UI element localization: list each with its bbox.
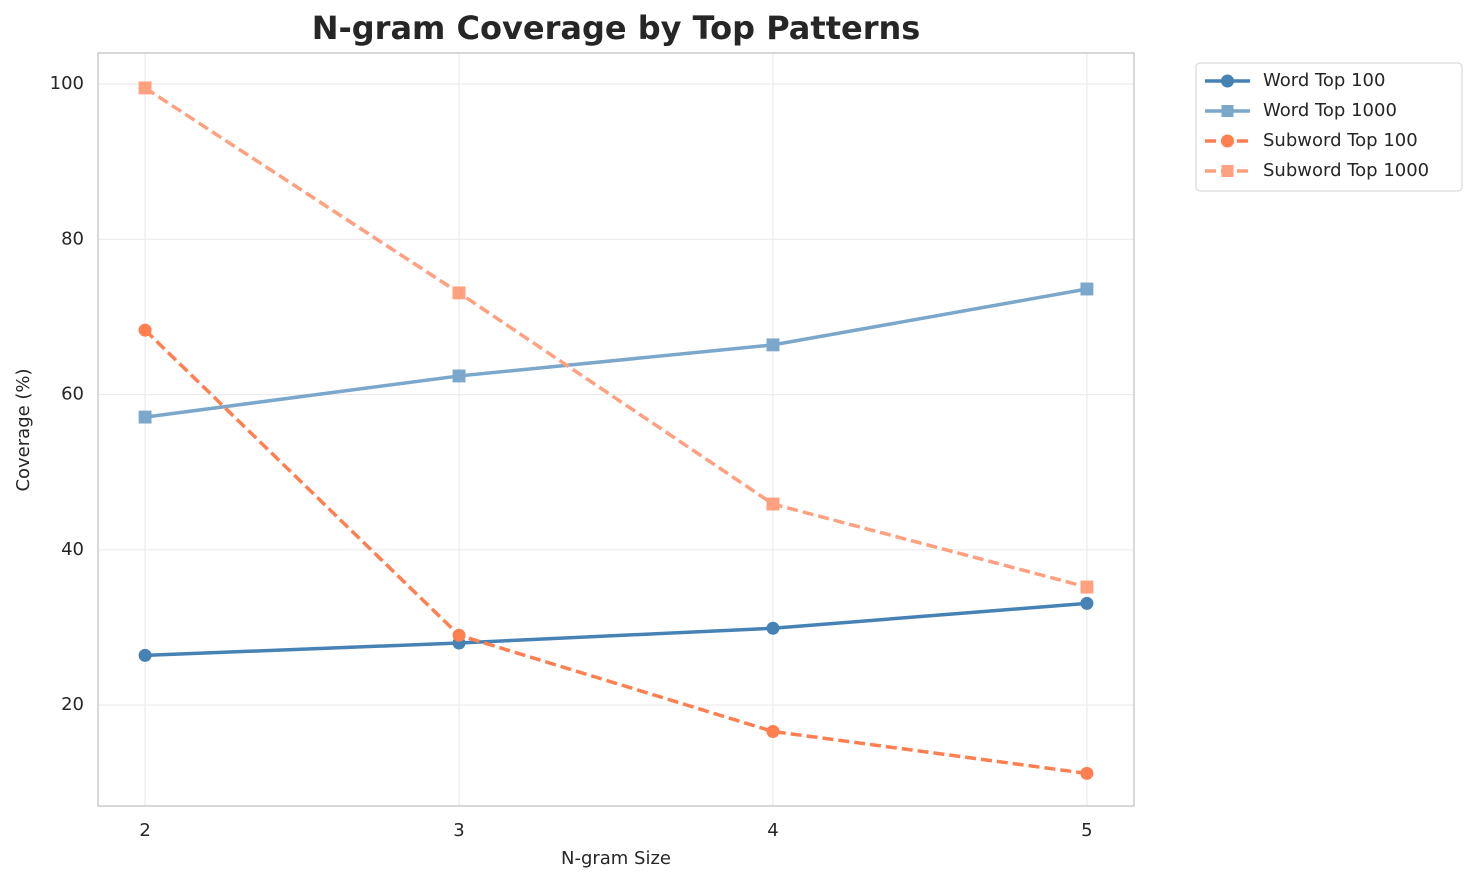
marker [138,81,152,95]
x-axis-label: N-gram Size [561,848,671,869]
series-line [143,328,1088,776]
marker [1080,766,1094,780]
marker [1080,596,1094,610]
x-tick-label: 5 [1081,820,1092,841]
y-tick-label: 80 [61,228,84,249]
y-tick-label: 60 [61,384,84,405]
y-axis-label: Coverage (%) [13,368,34,491]
legend-marker [1221,105,1234,117]
marker [452,286,466,300]
chart-title: N-gram Coverage by Top Patterns [312,9,921,47]
series-line [145,601,1088,658]
marker [452,369,466,383]
series-line [144,287,1088,419]
marker [766,621,780,635]
legend-marker [1221,165,1234,177]
marker [138,648,152,662]
y-tick-label: 40 [61,539,84,560]
legend-marker [1221,74,1234,88]
x-tick-label: 4 [767,820,778,841]
x-tick-label: 2 [139,820,150,841]
marker [138,323,152,337]
series-line [144,86,1088,589]
legend-box [1195,62,1463,192]
marker [1080,282,1094,296]
marker [766,338,780,352]
y-tick-label: 100 [50,73,84,94]
x-tick-label: 3 [453,820,464,841]
marker [766,497,780,511]
marker [452,628,466,642]
legend-label: Word Top 100 [1263,70,1385,91]
legend-marker [1221,134,1234,148]
marker [1080,580,1094,594]
plot-frame [97,52,1135,807]
legend-label: Word Top 1000 [1263,100,1397,121]
marker [766,724,780,738]
legend-label: Subword Top 100 [1263,130,1418,151]
marker [138,410,152,424]
legend-label: Subword Top 1000 [1263,160,1429,181]
y-tick-label: 20 [61,694,84,715]
